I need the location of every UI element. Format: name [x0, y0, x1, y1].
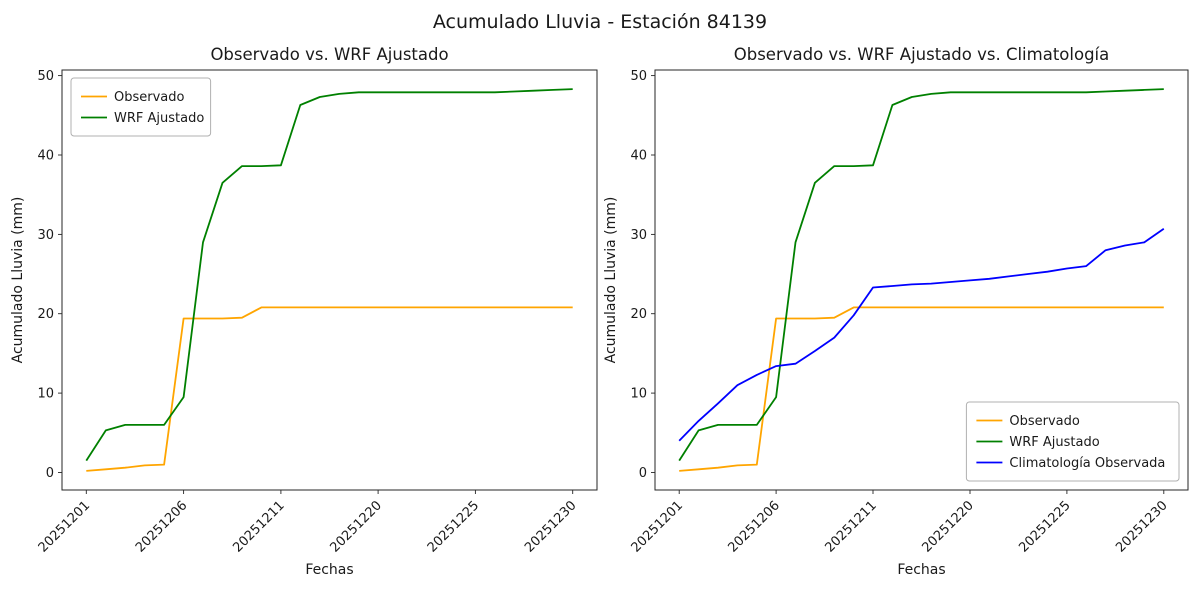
y-tick-label: 30: [630, 228, 647, 243]
legend-label-observado: Observado: [1009, 414, 1080, 429]
x-tick-label: 20251201: [36, 498, 93, 555]
x-tick-label: 20251211: [822, 498, 879, 555]
legend-box: [70, 77, 212, 137]
figure-title: Acumulado Lluvia - Estación 84139: [432, 11, 768, 33]
x-tick-label: 20251211: [230, 498, 287, 555]
legend-label-climatologia-observada: Climatología Observada: [1009, 456, 1165, 471]
x-axis-label: Fechas: [897, 562, 945, 578]
plot-background: [62, 70, 597, 490]
y-tick-label: 10: [630, 387, 647, 402]
legend-label-wrf-ajustado: WRF Ajustado: [1009, 435, 1099, 450]
y-tick-label: 30: [37, 228, 54, 243]
x-tick-label: 20251230: [522, 498, 579, 555]
y-tick-label: 20: [630, 307, 647, 322]
y-axis-label: Acumulado Lluvia (mm): [603, 197, 619, 364]
axes-border: [654, 69, 1189, 491]
y-tick-label: 50: [630, 69, 647, 84]
x-tick-label: 20251206: [726, 498, 783, 555]
series-line-climatologia-observada: [678, 228, 1165, 442]
legend-label-observado: Observado: [114, 90, 185, 105]
y-tick-label: 10: [37, 387, 54, 402]
y-tick-label: 0: [46, 466, 54, 481]
x-axis-label: Fechas: [305, 562, 353, 578]
x-tick-label: 20251230: [1113, 498, 1170, 555]
y-axis-label: Acumulado Lluvia (mm): [10, 197, 26, 364]
chart-2: 0 10 20 30 40 50 20251201 20251206 20251211 20251…: [603, 45, 1189, 578]
x-tick-label: 20251220: [328, 498, 385, 555]
legend: Observado WRF Ajustado: [70, 77, 212, 137]
y-tick-label: 40: [630, 149, 647, 164]
legend: Observado WRF Ajustado Climatología Observ…: [965, 401, 1180, 482]
legend-label-wrf-ajustado: WRF Ajustado: [114, 111, 204, 126]
subplot-title: Observado vs. WRF Ajustado: [210, 45, 448, 64]
y-tick-label: 20: [37, 307, 54, 322]
series-line-observado: [86, 306, 573, 472]
subplot-title: Observado vs. WRF Ajustado vs. Climatolo…: [734, 45, 1110, 64]
y-tick-label: 50: [37, 69, 54, 84]
x-tick-label: 20251225: [425, 498, 482, 555]
x-tick-label: 20251206: [133, 498, 190, 555]
chart-1: 0 10 20 30 40 50 20251201 20251206 20251211 20251…: [10, 45, 598, 578]
series-line-wrf-ajustado: [85, 88, 573, 462]
y-tick-label: 40: [37, 149, 54, 164]
series-line-observado: [679, 306, 1164, 472]
series-line-wrf-ajustado: [678, 88, 1164, 462]
x-tick-label: 20251201: [629, 498, 686, 555]
x-tick-label: 20251225: [1016, 498, 1073, 555]
x-tick-label: 20251220: [919, 498, 976, 555]
y-tick-label: 0: [639, 466, 647, 481]
legend-box: [965, 401, 1180, 482]
axes-border: [61, 69, 598, 491]
